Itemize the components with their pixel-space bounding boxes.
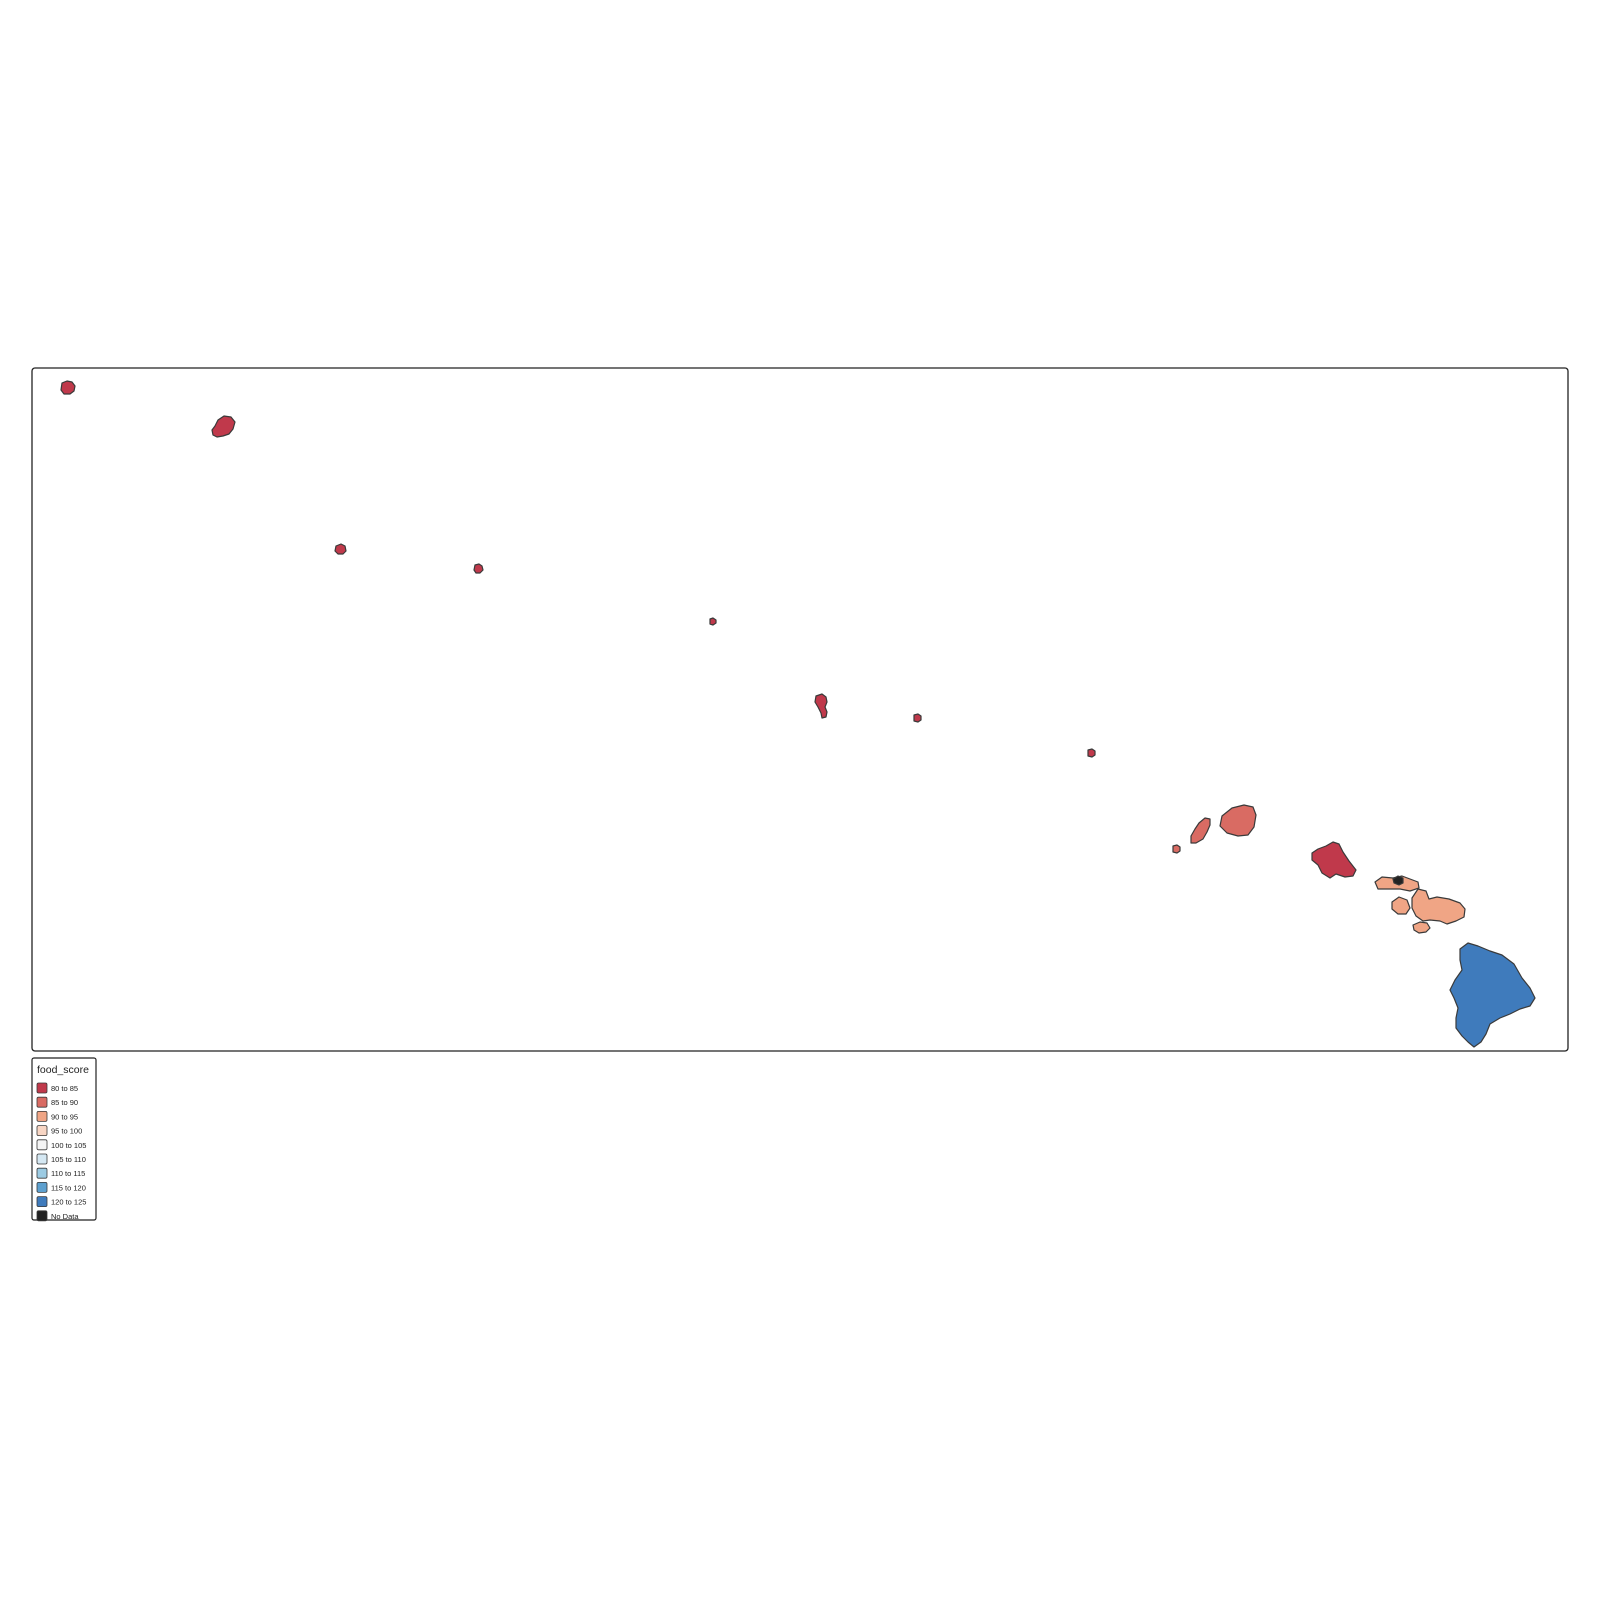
oahu[interactable] — [1311, 841, 1357, 879]
laysan-island[interactable] — [709, 617, 717, 626]
niihau[interactable] — [1190, 817, 1211, 844]
legend-label: 85 to 90 — [51, 1098, 78, 1107]
legend-label: 120 to 125 — [51, 1198, 86, 1207]
legend-swatch — [36, 1210, 48, 1222]
legend-swatch — [36, 1182, 48, 1193]
legend-label: 80 to 85 — [51, 1084, 78, 1093]
legend-swatch — [36, 1153, 48, 1165]
kalawao[interactable] — [1392, 875, 1404, 886]
map-frame — [31, 367, 1569, 1052]
legend-label: 115 to 120 — [51, 1183, 86, 1192]
legend-label: 100 to 105 — [51, 1141, 86, 1150]
legend-swatch — [36, 1096, 48, 1108]
lanai[interactable] — [1391, 896, 1411, 915]
legend-swatch — [36, 1082, 48, 1094]
legend-label: 95 to 100 — [51, 1127, 82, 1136]
legend-label: 110 to 115 — [51, 1169, 85, 1178]
legend-items: 80 to 85 85 to 90 90 to 95 95 to 100 100 to … — [36, 1082, 86, 1222]
lehua[interactable] — [1172, 844, 1181, 854]
legend-label: 90 to 95 — [51, 1112, 78, 1121]
midway-atoll[interactable] — [211, 415, 236, 438]
legend-title: food_score — [37, 1064, 89, 1076]
lisianski-island[interactable] — [473, 563, 484, 574]
french-frigate-shoals[interactable] — [814, 693, 828, 719]
kauai[interactable] — [1219, 804, 1257, 837]
islands-layer — [60, 380, 1536, 1048]
legend-swatch — [36, 1139, 48, 1151]
hawaii-big-island[interactable] — [1449, 942, 1536, 1048]
legend: food_score 80 to 85 85 to 90 90 to 95 95 to… — [31, 1057, 97, 1222]
legend-label: 105 to 110 — [51, 1155, 86, 1164]
legend-box — [31, 1057, 97, 1221]
legend-swatch — [36, 1196, 48, 1207]
legend-swatch — [36, 1111, 48, 1122]
maui[interactable] — [1411, 888, 1466, 925]
legend-swatch — [36, 1125, 48, 1136]
nihoa[interactable] — [1087, 748, 1096, 758]
necker-island[interactable] — [913, 713, 922, 723]
kure-atoll[interactable] — [60, 380, 76, 395]
legend-swatch — [36, 1167, 48, 1179]
legend-label: No Data — [51, 1212, 79, 1221]
kahoolawe[interactable] — [1412, 921, 1431, 934]
pearl-hermes-atoll[interactable] — [334, 543, 347, 555]
